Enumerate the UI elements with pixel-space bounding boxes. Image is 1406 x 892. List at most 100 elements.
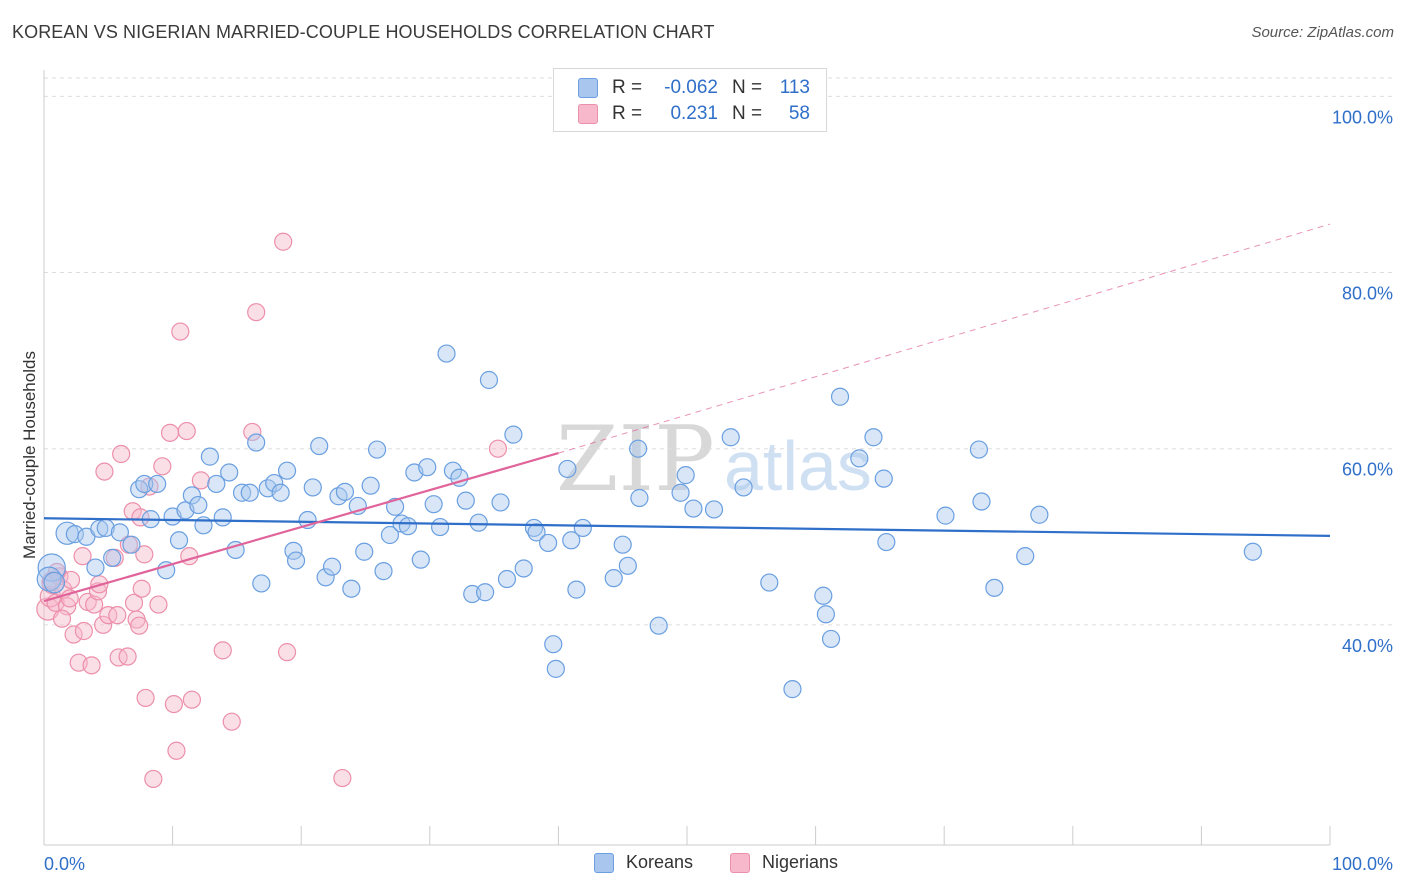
korean-point	[649, 616, 668, 635]
nigerian-point	[108, 606, 127, 625]
korean-point	[122, 535, 141, 554]
legend-item-koreans[interactable]: Koreans	[594, 852, 693, 873]
korean-point	[424, 495, 443, 514]
nigerian-point	[274, 232, 293, 251]
korean-point	[814, 586, 833, 605]
korean-point	[514, 559, 533, 578]
korean-point	[303, 478, 322, 497]
source-credit: Source: ZipAtlas.com	[1251, 24, 1394, 41]
korean-point	[475, 583, 495, 602]
korean-swatch	[594, 852, 614, 873]
y-tick-label: 60.0%	[1342, 460, 1393, 480]
nigerian-point	[112, 444, 131, 464]
n-value: 58	[788, 103, 810, 124]
nigerian-point	[64, 625, 83, 644]
korean-point	[546, 659, 565, 678]
korean-point	[443, 461, 463, 480]
nigerian-point	[136, 688, 155, 708]
korean-point	[189, 495, 208, 515]
korean-point	[380, 525, 400, 545]
korean-point	[430, 517, 450, 537]
korean-point	[783, 680, 802, 699]
korean-point	[169, 531, 189, 550]
r-label: R =	[612, 77, 643, 98]
nigerian-point	[61, 570, 81, 590]
korean-point	[874, 469, 893, 488]
korean-point	[539, 533, 558, 553]
correlation-legend: R = -0.062 N = 113 R = 0.231 N = 58	[553, 68, 827, 132]
y-tick-label: 100.0%	[1332, 107, 1393, 127]
axis-ticks: 40.0% 60.0% 80.0% 100.0% 0.0% 100.0%	[43, 107, 1393, 874]
korean-trend-line	[43, 517, 1331, 537]
legend-label-koreans: Koreans	[626, 852, 694, 872]
korean-point	[310, 436, 329, 456]
chart-title: KOREAN VS NIGERIAN MARRIED-COUPLE HOUSEH…	[12, 22, 715, 42]
korean-point	[252, 574, 271, 593]
korean-point	[65, 525, 84, 544]
korean-point	[148, 474, 167, 494]
nigerian-point	[153, 457, 172, 476]
korean-point	[497, 569, 517, 589]
y-tick-label: 40.0%	[1342, 636, 1393, 656]
legend-label-nigerians: Nigerians	[762, 852, 839, 872]
korean-point	[265, 473, 284, 493]
nigerian-point	[52, 609, 72, 628]
nigerian-point	[74, 621, 93, 641]
watermark-zip: ZIP	[556, 407, 715, 512]
korean-point	[374, 562, 393, 581]
legend-row-nigerian: R = 0.231 N = 58	[578, 102, 810, 126]
nigerian-point	[73, 547, 92, 566]
korean-point	[411, 550, 430, 569]
nigerian-point	[95, 462, 114, 481]
nigerian-trend-extension	[558, 223, 1331, 454]
x-tick-label-max: 100.0%	[1332, 854, 1393, 874]
korean-point	[479, 370, 499, 390]
korean-point	[90, 519, 109, 538]
korean-point	[850, 449, 869, 468]
nigerian-points	[36, 232, 508, 789]
korean-point	[721, 428, 740, 447]
nigerian-point	[135, 545, 154, 564]
nigerian-point	[167, 741, 186, 760]
r-value: -0.062	[664, 77, 718, 98]
korean-point	[760, 573, 779, 592]
legend-row-korean: R = -0.062 N = 113	[578, 76, 810, 100]
korean-point	[135, 474, 154, 494]
korean-point	[213, 508, 232, 527]
nigerian-point	[191, 471, 210, 490]
korean-point	[355, 542, 374, 561]
korean-point	[573, 518, 592, 538]
korean-point	[398, 517, 418, 536]
n-value: 113	[779, 77, 810, 98]
nigerian-point	[82, 656, 101, 675]
korean-point	[110, 523, 129, 542]
nigerian-point	[247, 303, 266, 322]
korean-point	[277, 461, 297, 480]
korean-point	[207, 474, 226, 494]
nigerian-point	[171, 322, 190, 341]
korean-point	[286, 551, 306, 570]
korean-point	[684, 499, 703, 518]
korean-point	[43, 571, 66, 594]
nigerian-point	[132, 579, 151, 598]
korean-point	[437, 344, 456, 363]
korean-point	[613, 535, 632, 554]
korean-point	[385, 497, 405, 516]
nigerian-point	[277, 643, 297, 662]
watermark: ZIP atlas	[556, 407, 872, 512]
korean-point	[342, 579, 361, 598]
korean-point	[367, 440, 387, 459]
korean-point	[271, 483, 290, 502]
korean-point	[877, 532, 896, 552]
korean-point	[864, 428, 883, 447]
nigerian-point	[182, 690, 201, 709]
watermark-atlas: atlas	[724, 427, 872, 505]
nigerian-point	[94, 615, 113, 634]
nigerian-trend-line	[43, 452, 559, 603]
nigerian-point	[144, 769, 163, 789]
korean-point	[985, 578, 1004, 597]
korean-point	[240, 483, 259, 502]
korean-point	[704, 500, 724, 519]
legend-item-nigerians[interactable]: Nigerians	[730, 852, 838, 873]
korean-point	[200, 447, 219, 466]
